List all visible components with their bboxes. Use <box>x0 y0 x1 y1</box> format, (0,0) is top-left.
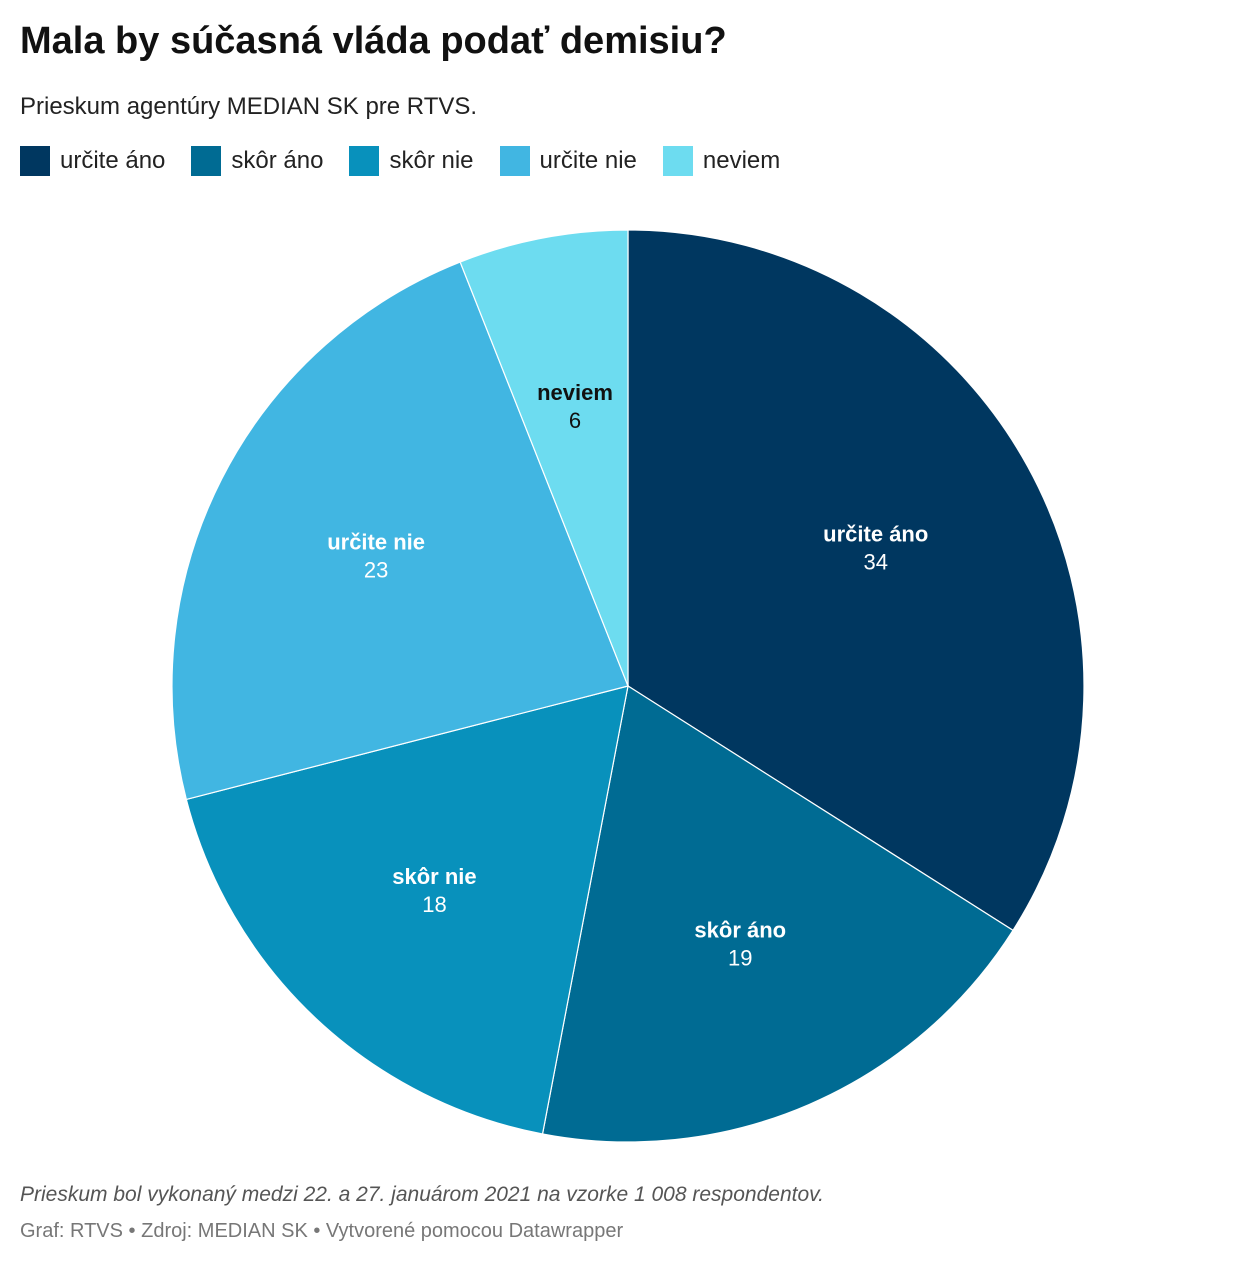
legend-item: určite nie <box>499 146 637 176</box>
legend-label: skôr nie <box>389 147 474 174</box>
chart-subtitle: Prieskum agentúry MEDIAN SK pre RTVS. <box>20 93 478 120</box>
pie-slice <box>459 229 629 687</box>
pie-slice <box>171 261 629 801</box>
legend: určite áno skôr áno skôr nie určite nie nevi… <box>20 146 780 176</box>
legend-item: neviem <box>662 146 781 176</box>
legend-item: určite áno <box>20 146 165 176</box>
pie-slice <box>185 685 629 1135</box>
slice-label: určite nie <box>327 529 425 554</box>
slice-label: skôr áno <box>694 917 786 942</box>
slice-value: 18 <box>422 892 446 917</box>
legend-swatch <box>662 146 693 176</box>
legend-swatch <box>349 146 380 176</box>
legend-label: skôr áno <box>231 147 324 174</box>
legend-label: určite áno <box>60 147 166 174</box>
legend-swatch <box>499 146 530 176</box>
chart: určite áno 34 skôr áno 19 skôr nie 18 určite n… <box>171 229 1085 1143</box>
chart-note: Prieskum bol vykonaný medzi 22. a 27. ja… <box>20 1183 824 1206</box>
legend-swatch <box>20 146 50 176</box>
legend-item: skôr áno <box>191 146 323 176</box>
legend-label: neviem <box>702 147 781 174</box>
slice-label: neviem <box>537 380 613 405</box>
chart-credits: Graf: RTVS • Zdroj: MEDIAN SK • Vytvoren… <box>20 1220 624 1242</box>
slice-label: určite áno <box>823 522 928 547</box>
slice-value: 34 <box>864 550 888 575</box>
pie-slice <box>627 229 1085 932</box>
pie-slice <box>541 685 1014 1143</box>
slice-label: skôr nie <box>392 864 476 889</box>
slice-value: 23 <box>364 557 388 582</box>
slice-value: 19 <box>728 945 752 970</box>
legend-item: skôr nie <box>349 146 474 176</box>
legend-label: určite nie <box>539 147 637 174</box>
slice-value: 6 <box>569 408 581 433</box>
legend-swatch <box>191 146 222 176</box>
chart-title: Mala by súčasná vláda podať demisiu? <box>20 20 727 62</box>
